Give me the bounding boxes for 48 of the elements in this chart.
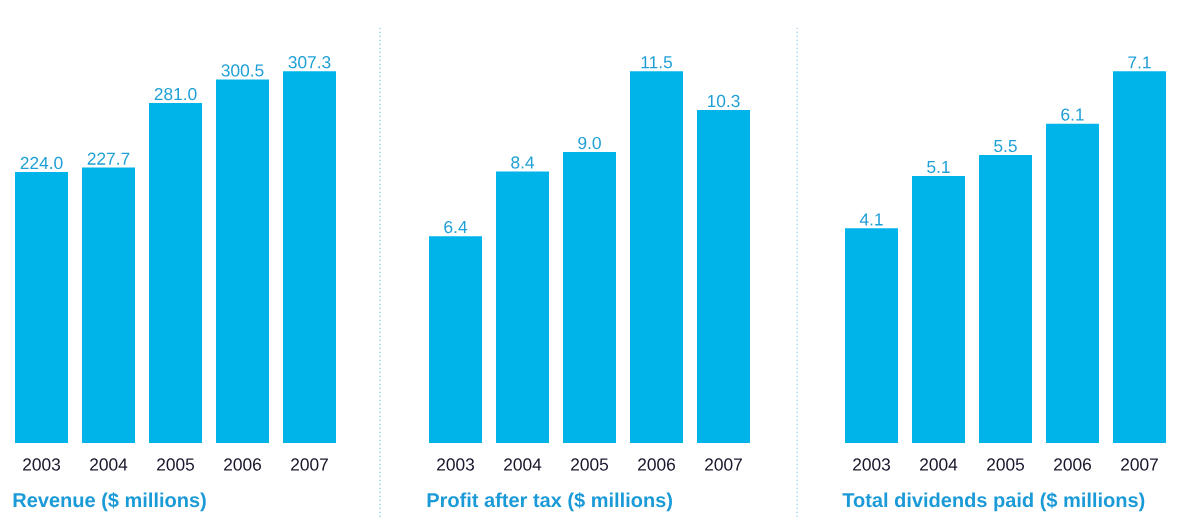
data-label: 307.3 bbox=[288, 56, 331, 69]
data-label: 224.0 bbox=[20, 157, 63, 170]
data-label: 11.5 bbox=[641, 56, 672, 69]
bar bbox=[283, 71, 336, 444]
data-label: 8.4 bbox=[511, 156, 535, 169]
x-tick-label: 2007 bbox=[705, 458, 742, 471]
bar bbox=[912, 176, 965, 444]
data-label: 281.0 bbox=[154, 88, 197, 101]
data-label: 300.5 bbox=[221, 64, 264, 77]
bar bbox=[429, 236, 483, 444]
x-tick-label: 2006 bbox=[638, 458, 676, 471]
x-tick-label: 2004 bbox=[920, 458, 958, 471]
data-label: 227.7 bbox=[87, 152, 130, 165]
bar bbox=[82, 167, 136, 444]
bar bbox=[15, 172, 69, 444]
bar bbox=[697, 110, 750, 444]
x-tick-label: 2005 bbox=[157, 458, 195, 471]
data-label: 4.1 bbox=[859, 213, 883, 226]
x-tick-label: 2007 bbox=[291, 458, 328, 471]
data-label: 10.3 bbox=[707, 95, 740, 108]
x-tick-label: 2003 bbox=[23, 458, 61, 471]
x-tick-label: 2005 bbox=[987, 458, 1025, 471]
x-tick-label: 2005 bbox=[571, 458, 609, 471]
x-tick-label: 2006 bbox=[1054, 458, 1092, 471]
text: Total dividends paid ($ millions) bbox=[842, 492, 1145, 512]
bar bbox=[1113, 71, 1166, 444]
data-label: 6.4 bbox=[444, 221, 468, 234]
x-tick-label: 2007 bbox=[1121, 458, 1158, 471]
bar bbox=[845, 228, 898, 444]
bar bbox=[630, 71, 683, 444]
data-label: 7.1 bbox=[1128, 56, 1151, 69]
data-label: 5.5 bbox=[994, 140, 1017, 153]
text: Profit after tax ($ millions) bbox=[427, 492, 672, 512]
data-label: 9.0 bbox=[578, 137, 601, 150]
x-tick-label: 2004 bbox=[90, 458, 128, 471]
x-tick-label: 2006 bbox=[224, 458, 262, 471]
bar bbox=[149, 103, 203, 444]
bar bbox=[979, 155, 1032, 444]
bar bbox=[216, 79, 270, 444]
x-tick-label: 2003 bbox=[853, 458, 891, 471]
data-label: 6.1 bbox=[1061, 108, 1084, 121]
data-label: 5.1 bbox=[927, 161, 950, 174]
bar bbox=[1046, 123, 1099, 444]
bar bbox=[563, 152, 616, 444]
x-tick-label: 2003 bbox=[437, 458, 475, 471]
text: Revenue ($ millions) bbox=[13, 492, 206, 512]
bar bbox=[496, 171, 549, 444]
x-tick-label: 2004 bbox=[504, 458, 542, 471]
